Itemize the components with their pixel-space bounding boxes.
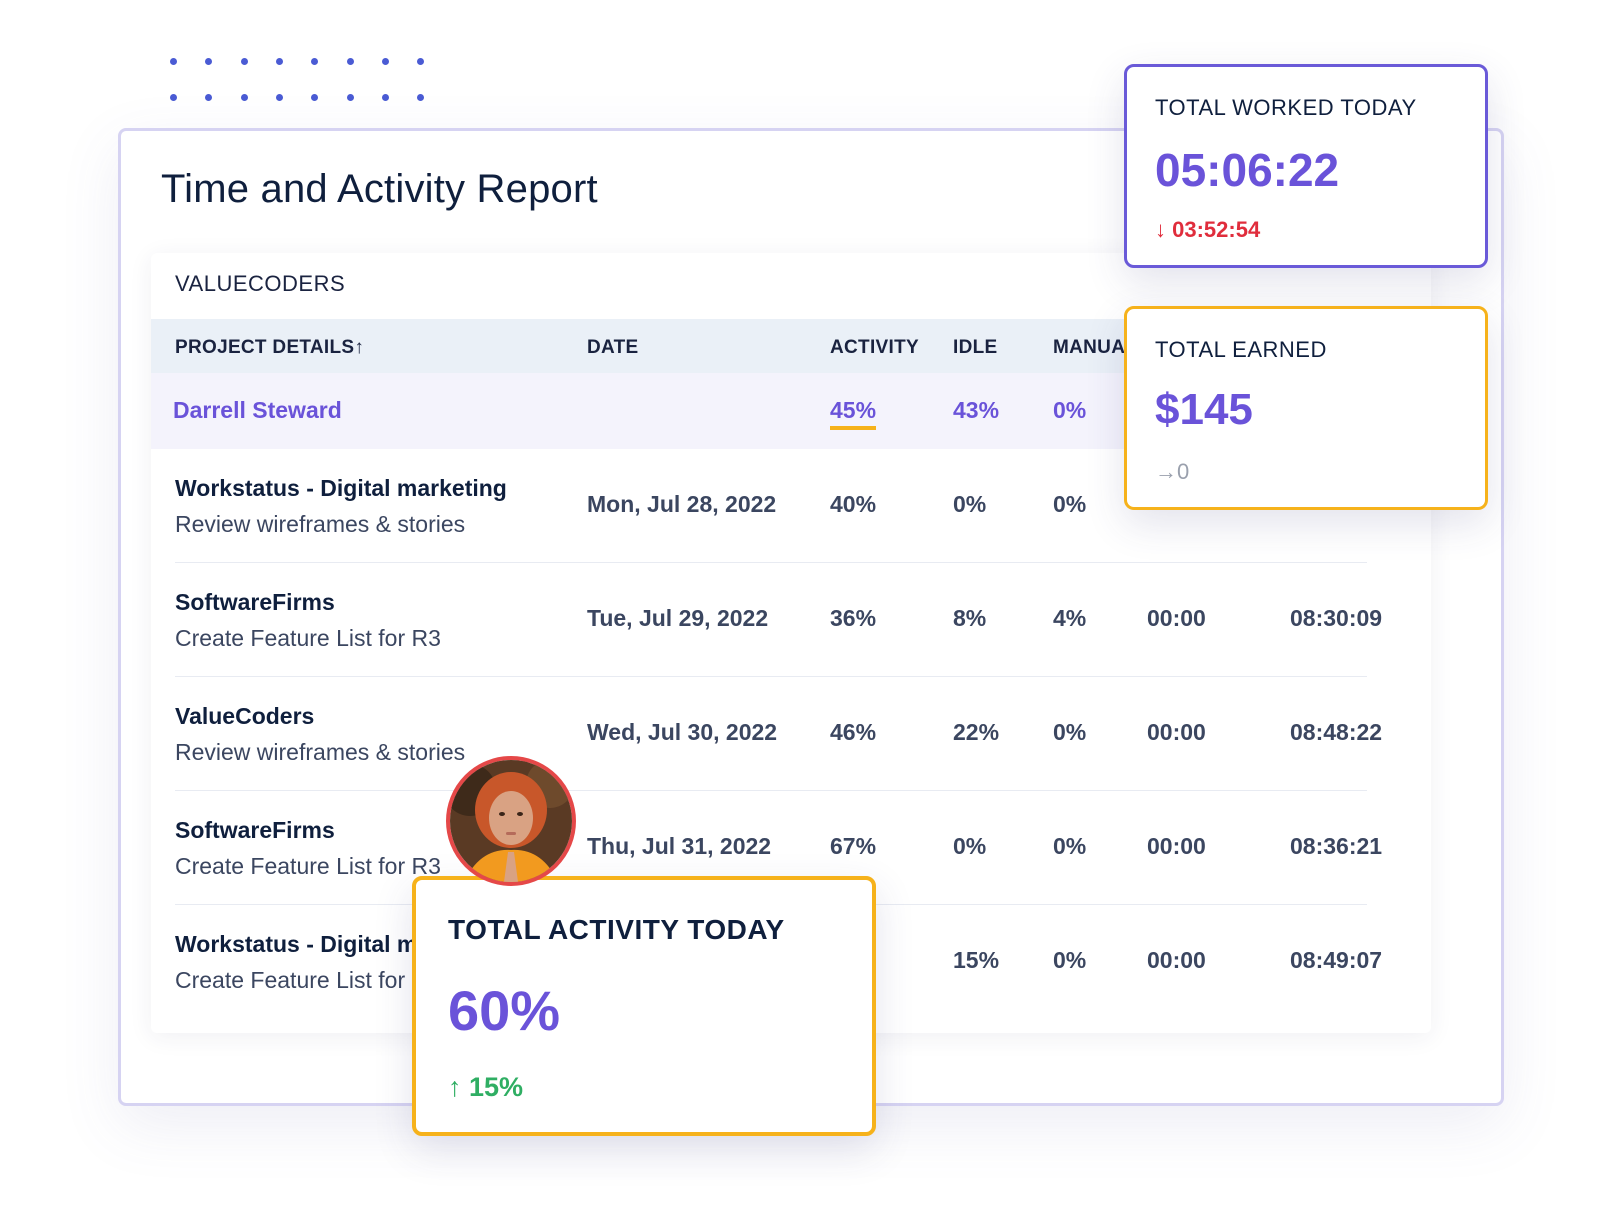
row-activity: 67% [830, 833, 877, 859]
total-worked-delta: ↓ 03:52:54 [1155, 217, 1260, 243]
row-project-name: Workstatus - Digital marketing [175, 475, 507, 501]
decorative-dot [275, 58, 283, 65]
row-divider [175, 676, 1367, 677]
decorative-dot [311, 94, 319, 101]
row-idle: 8% [953, 605, 987, 631]
total-earned-widget: TOTAL EARNED $145 →0 [1124, 306, 1488, 510]
total-worked-delta-value: 03:52:54 [1172, 217, 1261, 242]
row-task-name: Create Feature List for R3 [175, 967, 441, 993]
decorative-dot [170, 58, 177, 65]
row-manual: 0% [1053, 491, 1087, 517]
row-project-name: ValueCoders [175, 703, 315, 729]
row-idle: 0% [953, 491, 987, 517]
total-earned-delta-value: 0 [1177, 459, 1190, 484]
table-row[interactable]: ValueCoders Review wireframes & stories We… [151, 677, 1431, 791]
total-worked-value: 05:06:22 [1155, 144, 1340, 196]
row-date: Wed, Jul 30, 2022 [587, 719, 778, 745]
row-total-time: 08:30:09 [1290, 605, 1383, 631]
row-idle: 22% [953, 719, 1000, 745]
column-header-date[interactable]: DATE [587, 337, 639, 358]
total-earned-label: TOTAL EARNED [1155, 337, 1327, 362]
decorative-dot [205, 58, 213, 65]
decorative-dot [381, 94, 389, 101]
total-activity-delta-value: 15% [469, 1072, 524, 1102]
row-task-name: Review wireframes & stories [175, 511, 466, 537]
total-worked-widget: TOTAL WORKED TODAY 05:06:22 ↓ 03:52:54 [1124, 64, 1488, 268]
row-activity: 40% [830, 491, 877, 517]
page-title: Time and Activity Report [161, 167, 598, 211]
decorative-dot [346, 94, 354, 101]
row-divider [175, 562, 1367, 563]
row-task-name: Review wireframes & stories [175, 739, 466, 765]
summary-manual: 0% [1053, 397, 1087, 423]
total-worked-label: TOTAL WORKED TODAY [1155, 95, 1417, 120]
row-idle: 0% [953, 833, 987, 859]
decorative-dot [205, 94, 213, 101]
column-header-project[interactable]: PROJECT DETAILS↑ [175, 337, 364, 359]
table-row[interactable]: Workstatus - Digital marketing Review wir… [151, 449, 1431, 563]
row-manual: 0% [1053, 833, 1087, 859]
total-earned-value: $145 [1155, 385, 1253, 434]
decorative-dot [240, 94, 248, 101]
arrow-up-icon: ↑ [448, 1072, 462, 1102]
row-task-name: Create Feature List for R3 [175, 853, 441, 879]
row-total-time: 08:49:07 [1290, 947, 1383, 973]
row-date: Tue, Jul 29, 2022 [587, 605, 769, 631]
total-activity-widget: TOTAL ACTIVITY TODAY 60% ↑ 15% [412, 876, 876, 1136]
decorative-dot [275, 94, 283, 101]
avatar [446, 756, 576, 886]
decorative-dot [311, 58, 319, 65]
row-manual-time: 00:00 [1147, 833, 1206, 859]
summary-idle: 43% [953, 397, 1000, 423]
column-header-project-label: PROJECT DETAILS [175, 337, 355, 358]
column-header-manual[interactable]: MANUA [1053, 337, 1126, 358]
column-header-idle[interactable]: IDLE [953, 337, 998, 358]
row-manual: 0% [1053, 947, 1087, 973]
decorative-dot [346, 58, 354, 65]
column-header-activity[interactable]: ACTIVITY [830, 337, 919, 358]
decorative-dot [417, 58, 425, 65]
row-project-name: SoftwareFirms [175, 817, 335, 843]
row-manual: 4% [1053, 605, 1087, 631]
decorative-dots [170, 58, 440, 118]
row-activity: 46% [830, 719, 877, 745]
sort-arrow-icon: ↑ [354, 337, 365, 358]
avatar-photo-icon [450, 760, 572, 882]
summary-activity: 45% [830, 397, 877, 430]
row-manual-time: 00:00 [1147, 605, 1206, 631]
row-date: Thu, Jul 31, 2022 [587, 833, 772, 859]
row-task-name: Create Feature List for R3 [175, 625, 441, 651]
summary-user-name[interactable]: Darrell Steward [173, 397, 342, 423]
table-row[interactable]: SoftwareFirms Create Feature List for R3 T… [151, 563, 1431, 677]
arrow-right-icon: → [1155, 459, 1177, 484]
row-manual-time: 00:00 [1147, 947, 1206, 973]
decorative-dot [381, 58, 389, 65]
organization-name: VALUECODERS [175, 271, 346, 296]
decorative-dot [170, 94, 177, 101]
row-divider [175, 790, 1367, 791]
total-earned-delta: →0 [1155, 459, 1189, 485]
total-activity-value: 60% [448, 979, 561, 1042]
row-project-name: SoftwareFirms [175, 589, 335, 615]
row-manual: 0% [1053, 719, 1087, 745]
row-date: Mon, Jul 28, 2022 [587, 491, 777, 517]
decorative-dot [417, 94, 425, 101]
row-total-time: 08:48:22 [1290, 719, 1383, 745]
total-activity-delta: ↑ 15% [448, 1072, 523, 1103]
row-manual-time: 00:00 [1147, 719, 1206, 745]
total-activity-label: TOTAL ACTIVITY TODAY [448, 914, 785, 945]
report-panel: Time and Activity Report VALUECODERS PRO… [118, 128, 1504, 1106]
decorative-dot [240, 58, 248, 65]
row-total-time: 08:36:21 [1290, 833, 1383, 859]
arrow-down-icon: ↓ [1155, 217, 1166, 242]
row-activity: 36% [830, 605, 877, 631]
row-idle: 15% [953, 947, 1000, 973]
